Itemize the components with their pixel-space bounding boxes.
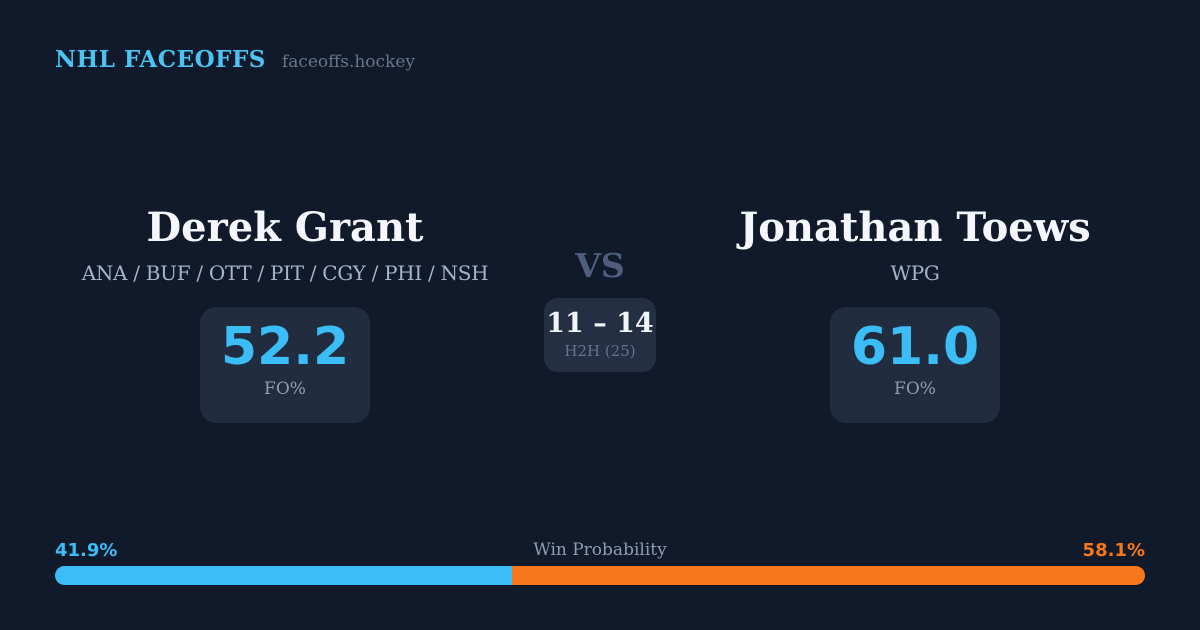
win-bar-right-segment xyxy=(511,566,1145,585)
h2h-label: H2H (25) xyxy=(564,342,636,361)
player-right-fo-value: 61.0 xyxy=(850,317,980,377)
vs-label: VS xyxy=(575,246,625,285)
h2h-box: 11 – 14 H2H (25) xyxy=(544,298,656,373)
brand-title: NHL FACEOFFS xyxy=(55,46,266,73)
player-right-fo-label: FO% xyxy=(894,379,936,400)
win-prob-left-pct: 41.9% xyxy=(55,540,118,561)
player-right-section: Jonathan Toews WPG 61.0 FO% xyxy=(685,205,1145,423)
vs-section: VS 11 – 14 H2H (25) xyxy=(515,205,685,373)
player-right-teams: WPG xyxy=(890,261,940,285)
player-right-stat-box: 61.0 FO% xyxy=(830,307,1000,423)
player-left-section: Derek Grant ANA / BUF / OTT / PIT / CGY … xyxy=(55,205,515,423)
win-probability-labels: 41.9% Win Probability 58.1% xyxy=(55,540,1145,564)
win-bar-left-segment xyxy=(55,566,512,585)
win-prob-title: Win Probability xyxy=(533,540,667,560)
brand-domain: faceoffs.hockey xyxy=(281,52,416,72)
player-left-stat-box: 52.2 FO% xyxy=(200,307,370,423)
header: NHL FACEOFFS faceoffs.hockey xyxy=(55,46,415,73)
player-left-fo-label: FO% xyxy=(264,379,306,400)
win-probability-bar xyxy=(55,566,1145,585)
player-right-name: Jonathan Toews xyxy=(739,204,1091,251)
win-prob-right-pct: 58.1% xyxy=(1082,540,1145,561)
player-left-teams: ANA / BUF / OTT / PIT / CGY / PHI / NSH xyxy=(81,261,489,285)
player-left-name: Derek Grant xyxy=(146,204,424,251)
h2h-score: 11 – 14 xyxy=(546,308,654,339)
player-left-fo-value: 52.2 xyxy=(220,317,350,377)
